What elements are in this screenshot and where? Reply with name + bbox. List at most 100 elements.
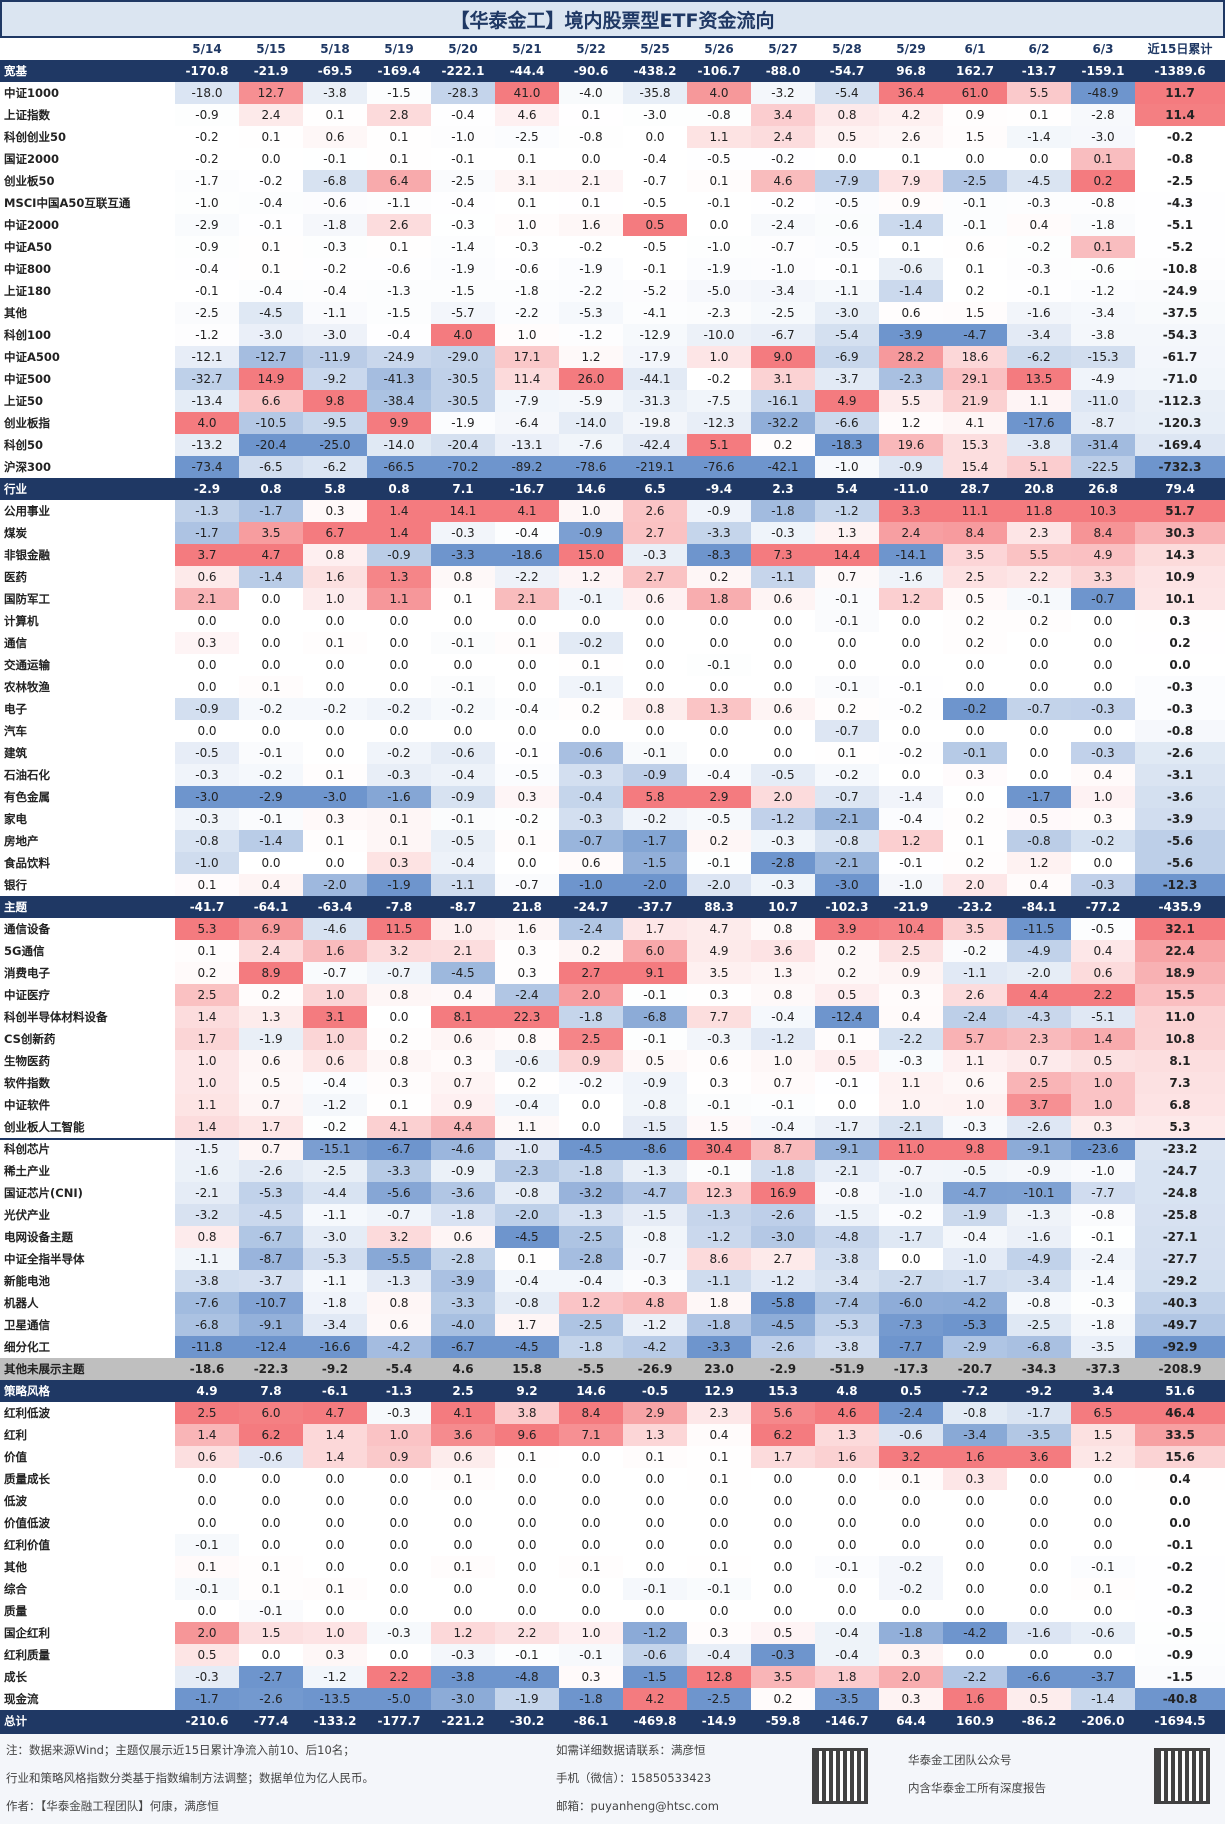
cell: 0.0	[389, 724, 409, 738]
cell: -0.6	[879, 258, 943, 280]
cell: 0.0	[837, 636, 857, 650]
cell: -51.9	[815, 1358, 879, 1380]
cell: -0.3	[1135, 676, 1225, 698]
cell: -112.3	[1135, 390, 1225, 412]
cell: -1.8	[879, 1622, 943, 1644]
row-label: 宽基	[0, 60, 175, 82]
cell: 0.0	[837, 1098, 857, 1112]
cell: -2.9	[239, 786, 303, 808]
cell: -2.0	[303, 874, 367, 896]
others-row: 其他未展示主题 -18.6 -22.3 -9.2 -5.4 4.6 15.8 -5.5 -26.…	[0, 1358, 1225, 1380]
cell: 0.3	[1071, 1116, 1135, 1138]
cell: 0.0	[325, 614, 345, 628]
cell: -0.4	[815, 1644, 879, 1666]
cell: 0.0	[325, 1494, 345, 1508]
cell: 0.1	[175, 1556, 239, 1578]
cell: 0.0	[581, 1494, 601, 1508]
cell: 4.2	[623, 1688, 687, 1710]
cell: -2.3	[495, 1160, 559, 1182]
cell: -2.6	[1135, 742, 1225, 764]
cell: -1.5	[367, 302, 431, 324]
cell: -3.8	[815, 1336, 879, 1358]
cell: 2.7	[623, 566, 687, 588]
cell: -1.1	[943, 962, 1007, 984]
cell: -3.2	[175, 1204, 239, 1226]
cell: -41.3	[367, 368, 431, 390]
row-label: 软件指数	[4, 1076, 50, 1090]
cell: -7.2	[943, 1380, 1007, 1402]
cell: -120.3	[1135, 412, 1225, 434]
cell: -0.4	[431, 852, 495, 874]
cell: -1.9	[495, 1688, 559, 1710]
cell: -0.5	[1071, 918, 1135, 940]
cell: -3.4	[1007, 1270, 1071, 1292]
cell: -31.4	[1071, 434, 1135, 456]
cell: -4.2	[367, 1336, 431, 1358]
cell: 0.0	[261, 1648, 281, 1662]
cell: -0.9	[559, 522, 623, 544]
cell: 0.1	[943, 258, 1007, 280]
cell: -2.4	[943, 1006, 1007, 1028]
cell: -1.7	[1007, 786, 1071, 808]
column-header: 5/28	[832, 42, 862, 56]
cell: -3.7	[815, 368, 879, 390]
cell: -7.5	[687, 390, 751, 412]
cell: -159.1	[1071, 60, 1135, 82]
sec-row: 行业 -2.9 0.8 5.8 0.8 7.1 -16.7 14.6 6.5 -9.4 2.3 5.4…	[0, 478, 1225, 500]
cell: 1.0	[1071, 1072, 1135, 1094]
cell: -0.4	[751, 1006, 815, 1028]
cell: -2.1	[879, 1116, 943, 1138]
cell: -0.1	[1135, 1534, 1225, 1556]
data-row: 质量成长 0.0 0.0 0.0 0.0 0.1 0.0 0.0 0.0 0.1 0.0 0.0 0.1…	[0, 1468, 1225, 1490]
cell: 1.3	[623, 1424, 687, 1446]
cell: 0.0	[773, 658, 793, 672]
cell: -0.3	[1071, 874, 1135, 896]
cell: 4.1	[367, 1116, 431, 1138]
cell: -3.8	[303, 82, 367, 104]
cell: 0.0	[773, 636, 793, 650]
cell: 0.0	[581, 1450, 601, 1464]
cell: -0.5	[687, 148, 751, 170]
cell: 0.3	[1135, 610, 1225, 632]
cell: 10.1	[1135, 588, 1225, 610]
cell: -0.1	[815, 676, 879, 698]
cell: -3.4	[943, 1424, 1007, 1446]
data-row: 计算机 0.0 0.0 0.0 0.0 0.0 0.0 0.0 0.0 0.0 0.0 -0.1 0.0…	[0, 610, 1225, 632]
cell: 0.2	[559, 940, 623, 962]
cell: -9.1	[815, 1138, 879, 1160]
cell: 4.1	[943, 412, 1007, 434]
cell: -1.1	[303, 1204, 367, 1226]
cell: -1.5	[623, 1204, 687, 1226]
cell: 0.2	[495, 1072, 559, 1094]
data-row: 医药 0.6 -1.4 1.6 1.3 0.8 -2.2 1.2 2.7 0.2 -1.1 0.7 -1…	[0, 566, 1225, 588]
cell: -0.4	[687, 764, 751, 786]
note: 行业和策略风格指数分类基于指数编制方法调整；数据单位为亿人民币。	[6, 1771, 374, 1785]
cell: -6.8	[623, 1006, 687, 1028]
cell: 0.0	[709, 680, 729, 694]
cell: -0.2	[175, 148, 239, 170]
cell: -435.9	[1135, 896, 1225, 918]
cell: -44.1	[623, 368, 687, 390]
cell: -0.1	[431, 632, 495, 654]
cell: 0.1	[879, 236, 943, 258]
cell: 0.2	[943, 852, 1007, 874]
cell: 0.0	[1029, 1648, 1049, 1662]
cell: 0.3	[687, 1622, 751, 1644]
cell: -23.2	[1135, 1138, 1225, 1160]
column-header: 5/26	[704, 42, 734, 56]
cell: -10.7	[239, 1292, 303, 1314]
cell: -0.5	[751, 764, 815, 786]
cell: -0.4	[751, 1116, 815, 1138]
row-label: 行业	[0, 478, 175, 500]
data-row: 上证180 -0.1 -0.4 -0.4 -1.3 -1.5 -1.8 -2.2 -5.2 -5.…	[0, 280, 1225, 302]
cell: -21.9	[879, 896, 943, 918]
cell: -0.9	[175, 104, 239, 126]
cell: -0.3	[175, 1666, 239, 1688]
cell: 0.1	[1071, 1578, 1135, 1600]
cell: 0.1	[495, 192, 559, 214]
cell: -3.5	[1007, 1424, 1071, 1446]
cell: 30.3	[1135, 522, 1225, 544]
cell: 0.3	[559, 1666, 623, 1688]
cell: -0.2	[175, 126, 239, 148]
cell: -7.9	[815, 170, 879, 192]
